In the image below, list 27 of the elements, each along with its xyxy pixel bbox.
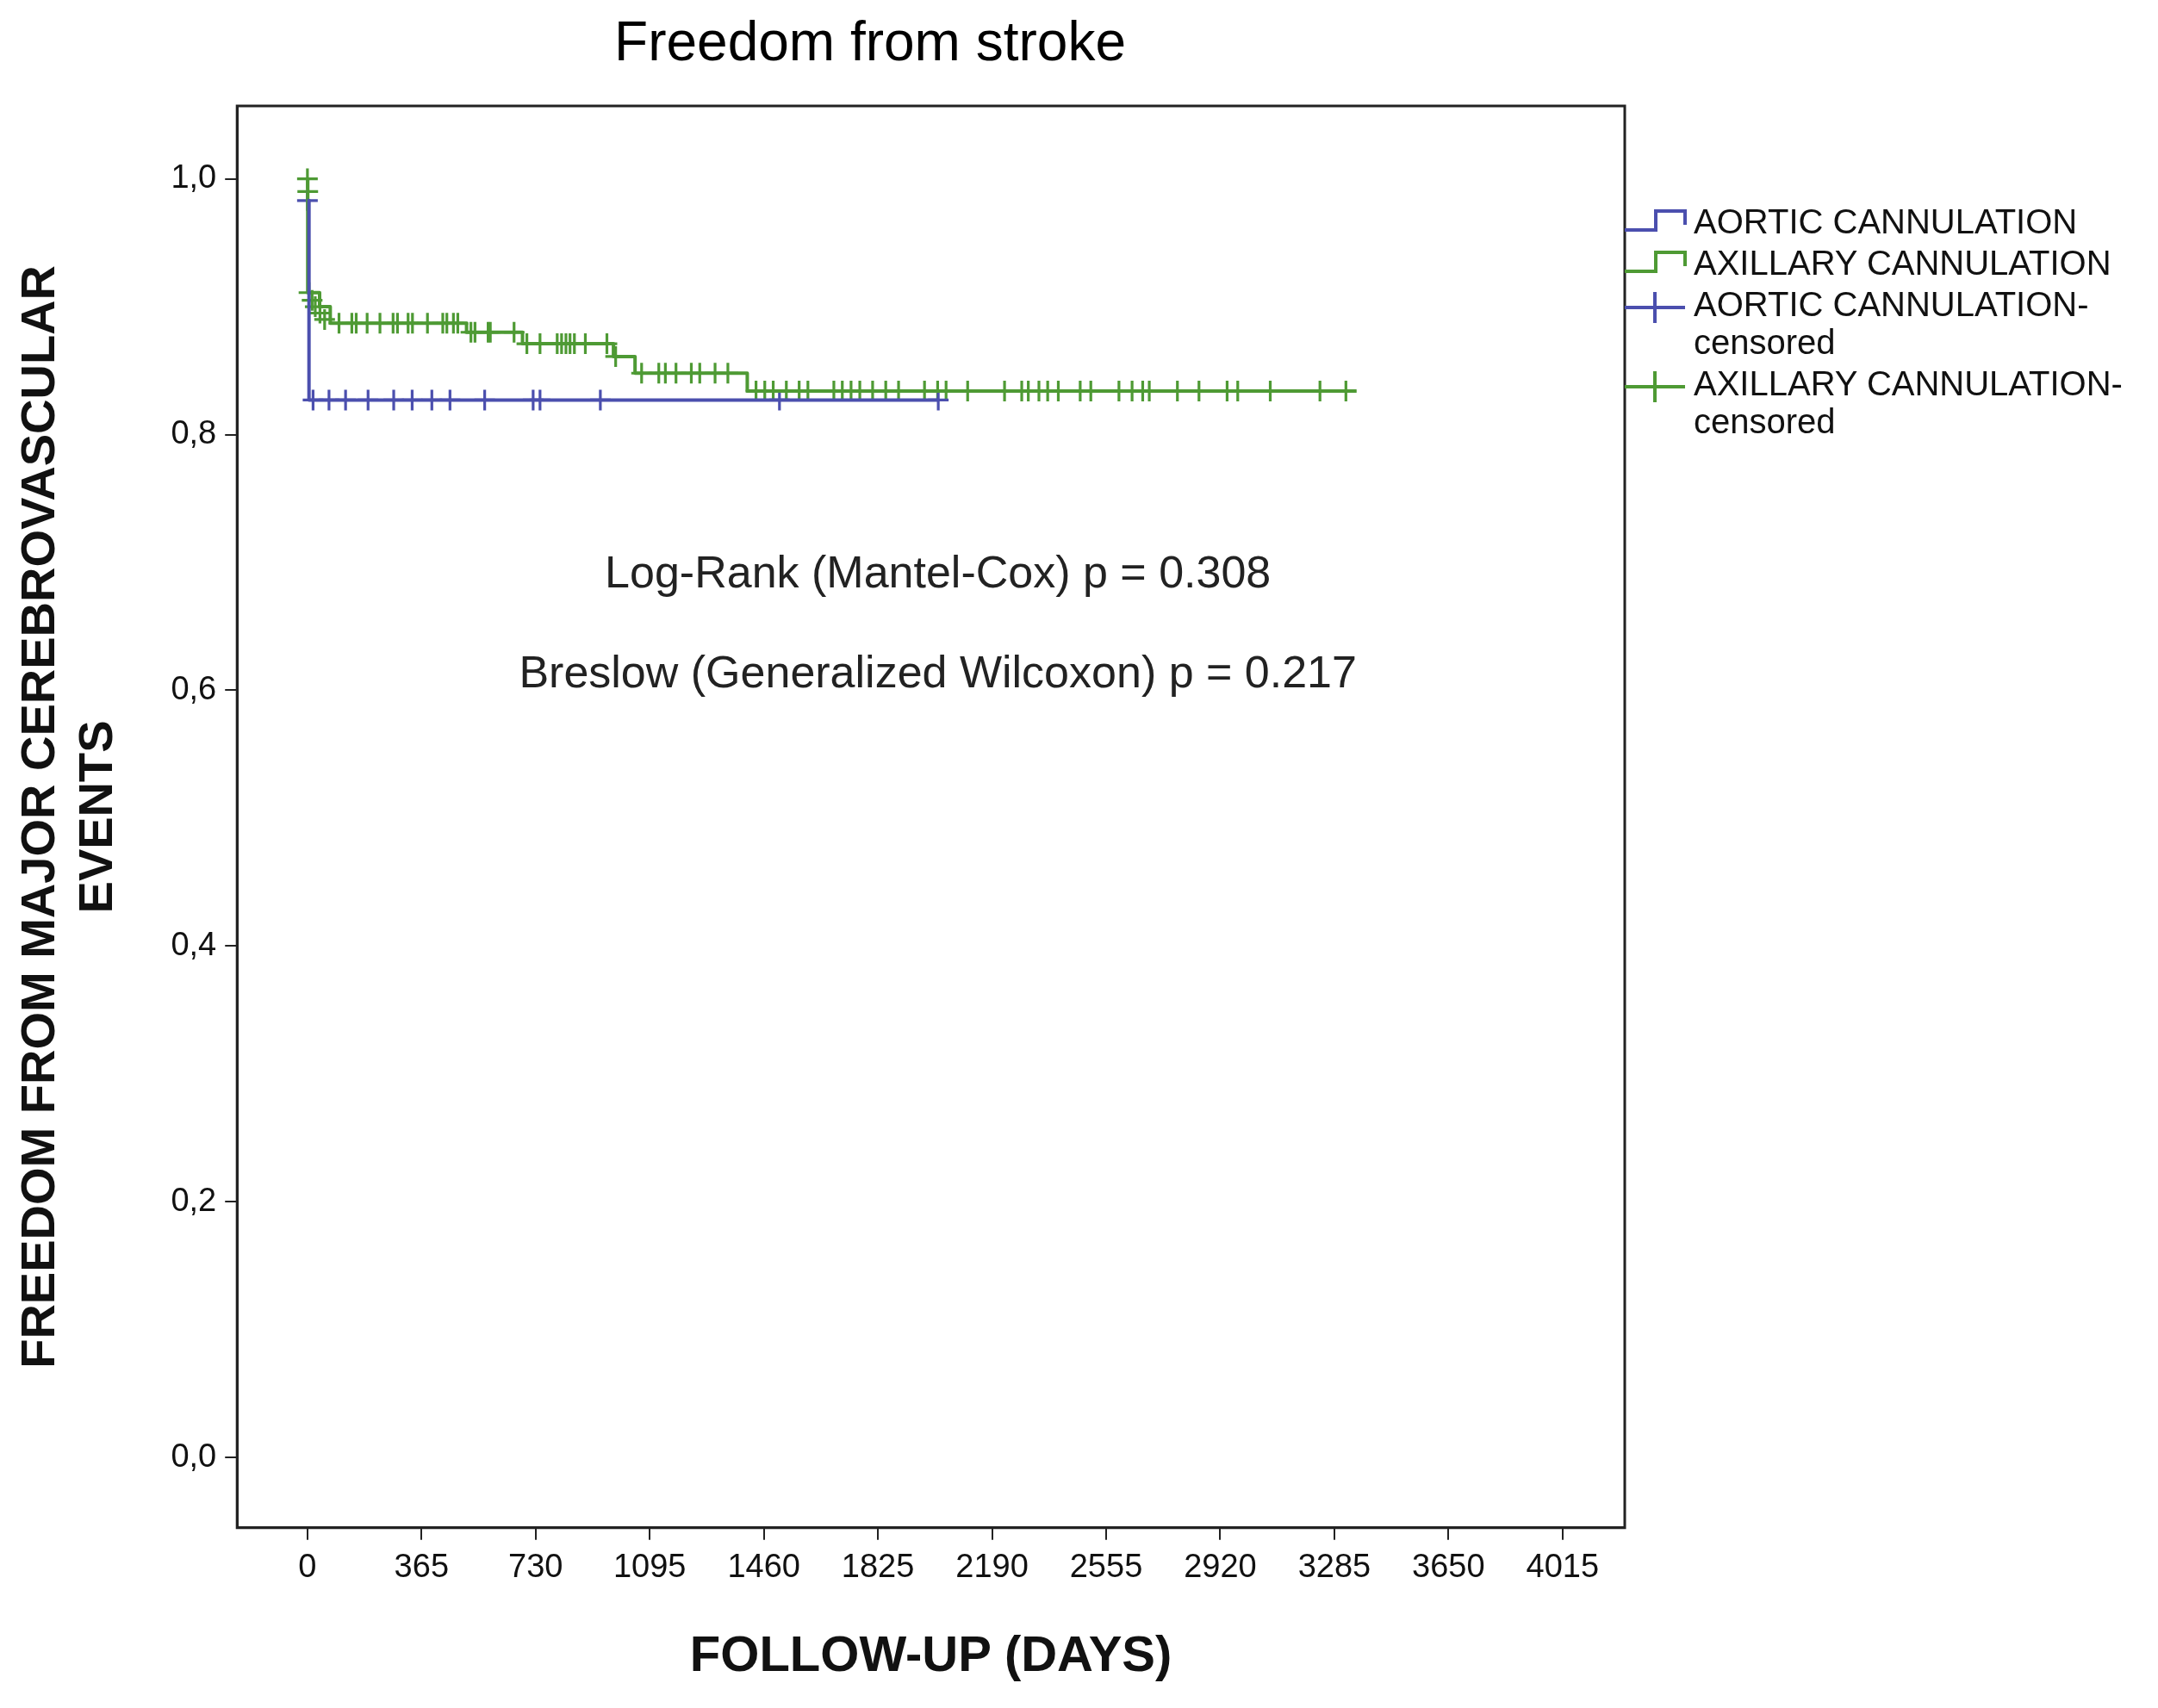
chart-title: Freedom from stroke [614, 9, 1126, 72]
y-tick-label: 0,8 [171, 414, 217, 451]
y-tick-label: 1,0 [171, 158, 217, 196]
annotation: Log-Rank (Mantel-Cox) p = 0.308 [605, 547, 1272, 598]
x-tick-label: 2190 [955, 1548, 1029, 1585]
legend-label: AORTIC CANNULATION [1694, 202, 2078, 240]
x-tick-label: 2920 [1184, 1548, 1257, 1585]
x-tick-label: 3650 [1412, 1548, 1485, 1585]
legend-label: AORTIC CANNULATION-censored [1694, 285, 2090, 361]
legend-label: AXILLARY CANNULATION-censored [1694, 364, 2124, 440]
x-tick-label: 2555 [1069, 1548, 1143, 1585]
x-tick-label: 4015 [1526, 1548, 1600, 1585]
x-tick-label: 365 [394, 1548, 450, 1585]
y-tick-label: 0,4 [171, 925, 217, 962]
x-tick-label: 1095 [613, 1548, 687, 1585]
y-tick-label: 0,6 [171, 669, 217, 706]
legend-label: AXILLARY CANNULATION [1694, 244, 2111, 282]
x-tick-label: 730 [508, 1548, 563, 1585]
y-tick-label: 0,0 [171, 1437, 217, 1474]
x-tick-label: 1825 [841, 1548, 915, 1585]
x-tick-label: 0 [298, 1548, 317, 1585]
x-tick-label: 3285 [1297, 1548, 1371, 1585]
y-axis-title: FREEDOM FROM MAJOR CEREBROVASCULAR EVENTS [10, 265, 123, 1369]
x-axis-title: FOLLOW-UP (DAYS) [689, 1625, 1172, 1682]
x-tick-label: 1460 [727, 1548, 800, 1585]
y-tick-label: 0,2 [171, 1181, 217, 1218]
annotation: Breslow (Generalized Wilcoxon) p = 0.217 [519, 646, 1357, 697]
